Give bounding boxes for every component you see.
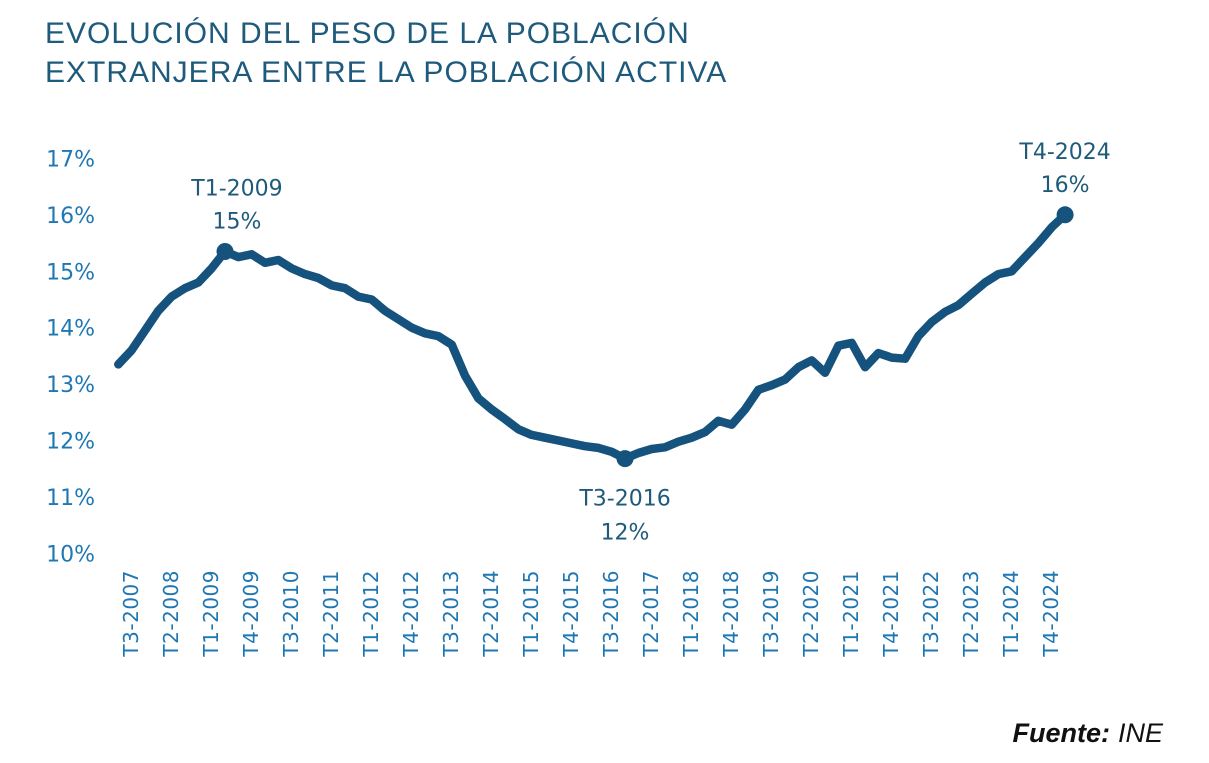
x-tick-label: T1-2012 [359,570,383,658]
x-tick-label: T4-2021 [879,570,903,658]
trend-line [114,210,1070,463]
annotation-quarter-label: T3-2016 [578,487,670,512]
x-tick-label: T1-2018 [679,570,703,658]
x-tick-label: T3-2022 [919,570,943,658]
source-label: Fuente: [1012,718,1110,748]
x-tick-label: T1-2009 [199,570,223,658]
x-tick-label: T1-2015 [519,570,543,658]
x-tick-label: T2-2014 [479,570,503,658]
x-tick-label: T2-2020 [799,570,823,658]
x-tick-label: T2-2023 [959,570,983,658]
point-marker [616,450,634,468]
x-tick-label: T4-2009 [239,570,263,658]
x-tick-label: T4-2018 [719,570,743,658]
y-tick-label: 12% [46,430,95,455]
annotation-quarter-label: T4-2024 [1018,140,1110,165]
x-tick-label: T4-2012 [399,570,423,658]
x-tick-label: T1-2024 [999,570,1023,658]
point-marker [1056,206,1074,224]
chart-title: EVOLUCIÓN DEL PESO DE LA POBLACIÓN EXTRA… [45,14,727,92]
x-tick-label: T3-2019 [759,570,783,658]
x-tick-label: T1-2021 [839,570,863,658]
y-tick-label: 16% [46,204,95,229]
point-marker [216,243,234,260]
y-tick-label: 15% [46,260,95,285]
x-tick-label: T3-2007 [119,570,143,658]
annotation-quarter-label: T1-2009 [190,176,282,201]
x-tick-label: T4-2024 [1039,570,1063,658]
source-value: INE [1117,718,1163,748]
annotation-value-label: 12% [601,521,650,546]
x-tick-label: T3-2016 [599,570,623,658]
x-tick-label: T3-2013 [439,570,463,658]
chart-title-line2: EXTRANJERA ENTRE LA POBLACIÓN ACTIVA [45,56,728,89]
y-tick-label: 17% [46,147,95,172]
source-note: Fuente: INE [1012,718,1163,749]
x-tick-label: T2-2011 [319,570,343,658]
x-tick-label: T2-2008 [159,570,183,658]
x-tick-label: T2-2017 [639,570,663,658]
y-tick-label: 13% [46,373,95,398]
x-tick-label: T4-2015 [559,570,583,658]
annotation-value-label: 16% [1041,173,1090,198]
annotation-value-label: 15% [213,209,262,234]
y-tick-label: 14% [46,317,95,342]
chart-title-line1: EVOLUCIÓN DEL PESO DE LA POBLACIÓN [45,17,690,50]
y-tick-label: 10% [46,542,95,567]
y-tick-label: 11% [46,486,95,511]
x-tick-label: T3-2010 [279,570,303,658]
